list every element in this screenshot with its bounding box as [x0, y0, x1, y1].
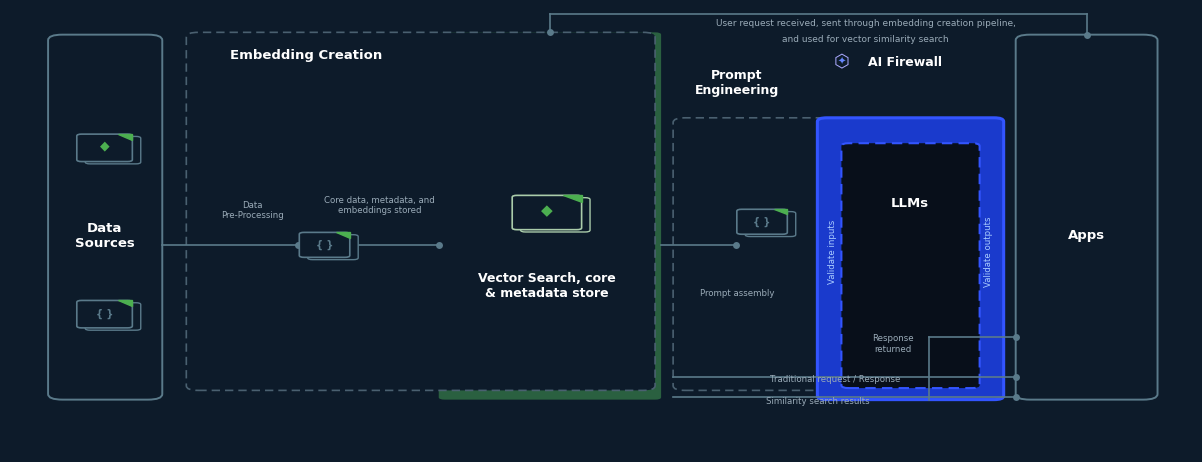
- FancyBboxPatch shape: [77, 134, 132, 162]
- FancyBboxPatch shape: [512, 195, 582, 230]
- FancyBboxPatch shape: [48, 35, 162, 400]
- Polygon shape: [337, 232, 350, 237]
- Polygon shape: [118, 300, 132, 306]
- Text: Vector Search, core
& metadata store: Vector Search, core & metadata store: [478, 273, 615, 300]
- Text: ✦: ✦: [838, 57, 845, 67]
- Text: { }: { }: [96, 309, 113, 319]
- FancyBboxPatch shape: [308, 235, 358, 260]
- Text: Validate outputs: Validate outputs: [983, 217, 993, 287]
- Text: Data
Sources: Data Sources: [75, 222, 135, 249]
- FancyBboxPatch shape: [673, 118, 968, 390]
- FancyBboxPatch shape: [299, 232, 350, 257]
- FancyBboxPatch shape: [186, 32, 655, 390]
- Text: Prompt assembly: Prompt assembly: [700, 289, 774, 298]
- FancyBboxPatch shape: [520, 198, 590, 232]
- Text: Core data, metadata, and
embeddings stored: Core data, metadata, and embeddings stor…: [325, 196, 435, 215]
- Polygon shape: [118, 134, 132, 140]
- FancyBboxPatch shape: [737, 209, 787, 234]
- Polygon shape: [774, 209, 787, 214]
- Text: LLMs: LLMs: [891, 197, 929, 210]
- Polygon shape: [563, 195, 582, 202]
- Text: and used for vector similarity search: and used for vector similarity search: [783, 35, 948, 44]
- FancyBboxPatch shape: [1016, 35, 1158, 400]
- Text: User request received, sent through embedding creation pipeline,: User request received, sent through embe…: [715, 18, 1016, 28]
- Text: ◆: ◆: [100, 139, 109, 152]
- Text: Validate inputs: Validate inputs: [828, 219, 838, 284]
- FancyBboxPatch shape: [841, 143, 980, 388]
- Text: ◆: ◆: [541, 203, 553, 218]
- Text: ⬡: ⬡: [833, 53, 850, 71]
- Text: Prompt
Engineering: Prompt Engineering: [695, 69, 779, 97]
- FancyBboxPatch shape: [817, 118, 1004, 400]
- FancyBboxPatch shape: [439, 32, 661, 400]
- Text: { }: { }: [316, 240, 333, 250]
- Text: Traditional request / Response: Traditional request / Response: [770, 375, 900, 384]
- FancyBboxPatch shape: [85, 136, 141, 164]
- Text: Embedding Creation: Embedding Creation: [231, 49, 382, 62]
- Text: { }: { }: [754, 217, 770, 227]
- Text: Similarity search results: Similarity search results: [766, 397, 869, 407]
- Text: Data
Pre-Processing: Data Pre-Processing: [221, 201, 284, 220]
- Text: Apps: Apps: [1069, 229, 1105, 242]
- FancyBboxPatch shape: [745, 212, 796, 237]
- FancyBboxPatch shape: [85, 303, 141, 330]
- FancyBboxPatch shape: [77, 300, 132, 328]
- Text: AI Firewall: AI Firewall: [868, 56, 942, 69]
- Text: Response
returned: Response returned: [873, 334, 914, 354]
